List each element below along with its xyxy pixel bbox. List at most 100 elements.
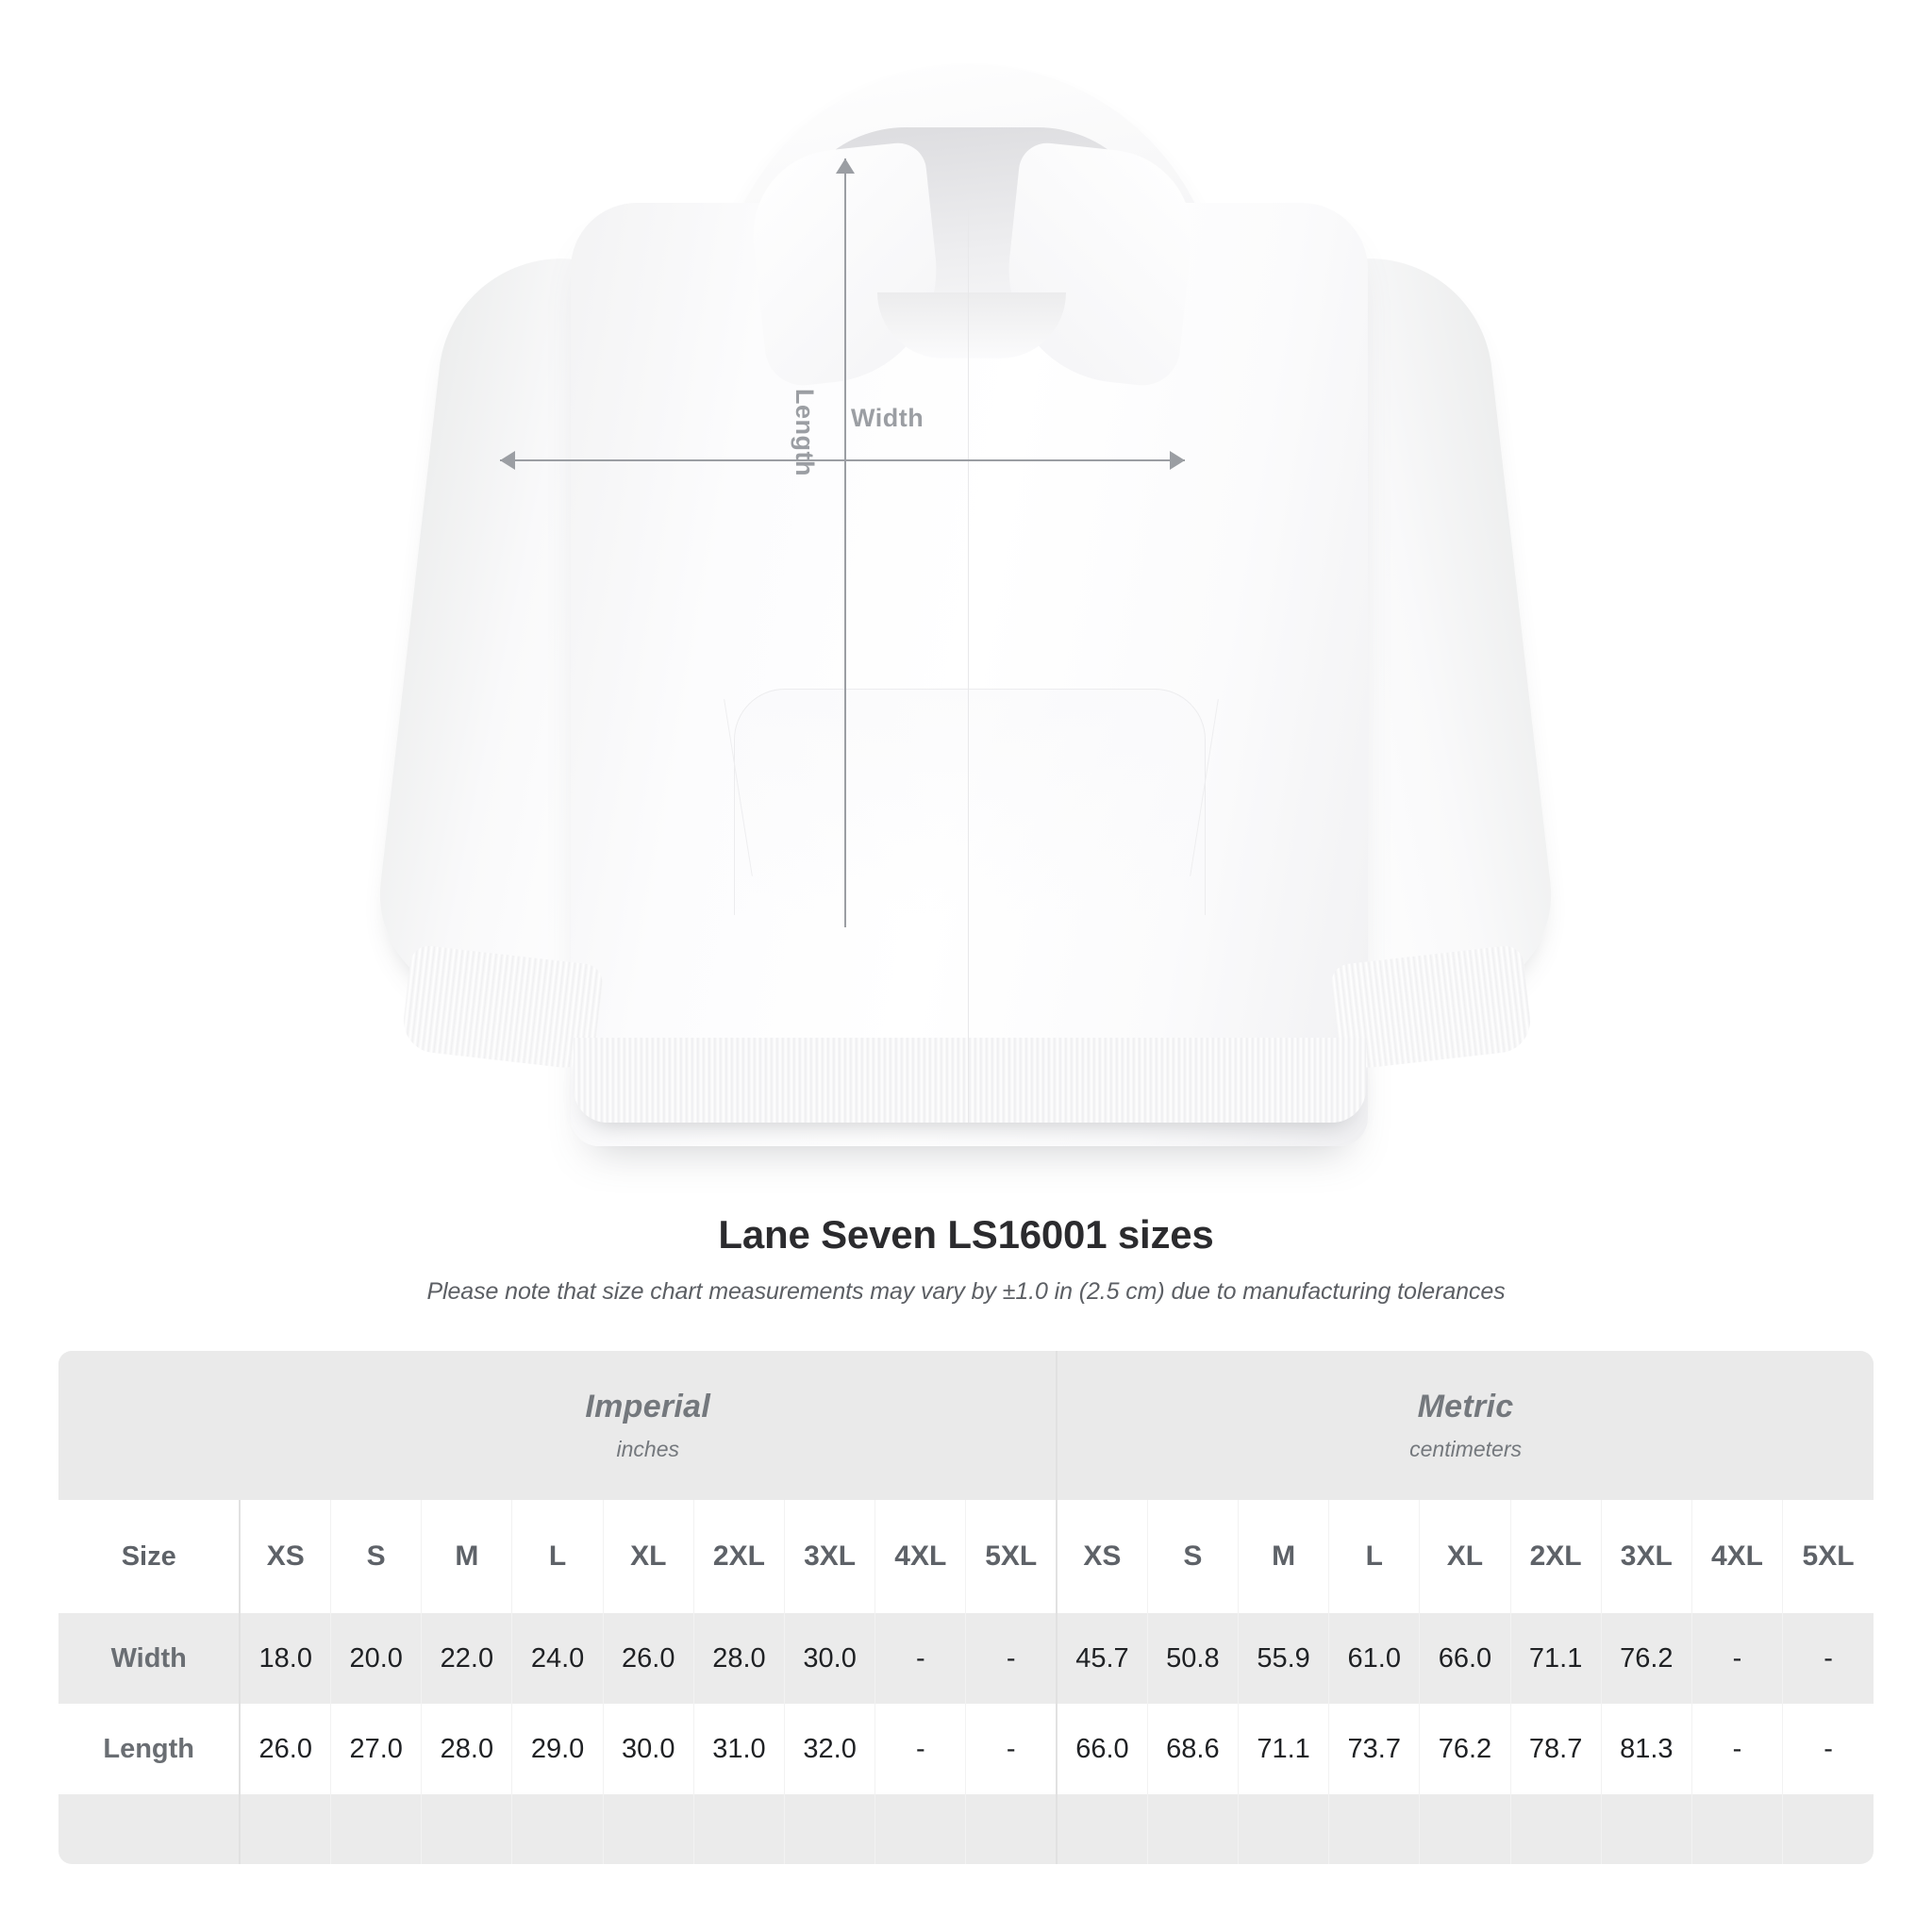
tolerance-note: Please note that size chart measurements… [426,1278,1506,1305]
cell-width-metric-3xl: 76.2 [1600,1613,1692,1704]
size-header-metric-l: L [1328,1500,1420,1613]
table-footer-cell [1146,1794,1239,1864]
length-measurement-label: Length [791,389,819,476]
unit-subtitle: centimeters [1409,1437,1522,1461]
cell-width-imperial-xl: 26.0 [602,1613,694,1704]
table-footer-row [58,1794,1874,1864]
hoodie-center-seam [968,203,969,1123]
size-header-imperial-l: L [511,1500,604,1613]
cell-length-metric-xl: 76.2 [1419,1704,1511,1794]
unit-header-imperial: Imperial inches [240,1351,1058,1500]
cell-width-metric-xs: 45.7 [1056,1613,1148,1704]
size-header-metric-m: M [1237,1500,1329,1613]
table-footer-cell [421,1794,512,1864]
table-footer-cell [602,1794,694,1864]
length-measurement-arrow [836,158,855,927]
table-footer-cell [511,1794,604,1864]
cell-width-metric-l: 61.0 [1328,1613,1420,1704]
cell-width-imperial-3xl: 30.0 [784,1613,875,1704]
cell-length-imperial-m: 28.0 [421,1704,512,1794]
garment-illustration: Length Width [369,38,1562,1160]
cell-length-metric-m: 71.1 [1237,1704,1329,1794]
size-table: Imperial inches Metric centimeters Size XS S M L… [58,1351,1874,1864]
size-header-imperial-5xl: 5XL [965,1500,1058,1613]
table-footer-cell [874,1794,966,1864]
hoodie-body [571,203,1368,1146]
width-measurement-label: Width [851,404,924,432]
table-footer-cell [692,1794,785,1864]
cell-length-imperial-xl: 30.0 [602,1704,694,1794]
size-header-metric-4xl: 4XL [1690,1500,1783,1613]
table-footer-cell [1328,1794,1420,1864]
size-header-metric-xs: XS [1056,1500,1148,1613]
row-label-width: Width [58,1613,241,1704]
cell-length-imperial-2xl: 31.0 [692,1704,785,1794]
unit-header-metric: Metric centimeters [1056,1351,1874,1500]
size-header-row: Size XS S M L XL 2XL 3XL 4XL 5XL XS S M L XL 2XL 3XL 4XL 5… [58,1500,1874,1613]
cell-length-metric-l: 73.7 [1328,1704,1420,1794]
table-footer-cell [1056,1794,1148,1864]
size-table-container: Imperial inches Metric centimeters Size XS S M L… [58,1351,1874,1864]
hoodie-neckline [877,292,1066,358]
size-header-metric-3xl: 3XL [1600,1500,1692,1613]
table-row: Length 26.0 27.0 28.0 29.0 30.0 31.0 32.0- -66.0… [58,1704,1874,1794]
cell-length-metric-xs: 66.0 [1056,1704,1148,1794]
unit-subtitle: inches [616,1437,679,1461]
row-label-length: Length [58,1704,241,1794]
cell-width-metric-4xl: - [1690,1613,1783,1704]
page-title: Lane Seven LS16001 sizes [718,1212,1214,1257]
unit-name: Metric [1417,1389,1514,1424]
cell-length-metric-3xl: 81.3 [1600,1704,1692,1794]
table-footer-cell [965,1794,1058,1864]
chart-heading-block: Lane Seven LS16001 sizes Please note tha… [0,1212,1932,1306]
cell-width-imperial-s: 20.0 [330,1613,422,1704]
unit-name: Imperial [585,1389,711,1424]
size-header-metric-2xl: 2XL [1509,1500,1602,1613]
cell-length-imperial-3xl: 32.0 [784,1704,875,1794]
size-header-imperial-m: M [421,1500,512,1613]
hoodie-waistband [574,1038,1366,1123]
cell-length-imperial-5xl: - [965,1704,1058,1794]
size-header-imperial-2xl: 2XL [692,1500,785,1613]
size-header-imperial-xs: XS [239,1500,331,1613]
table-footer-cell [784,1794,875,1864]
size-header-imperial-xl: XL [602,1500,694,1613]
cell-width-imperial-xs: 18.0 [239,1613,331,1704]
hoodie-graphic: Length Width [369,38,1562,1160]
cell-length-metric-4xl: - [1690,1704,1783,1794]
cell-width-imperial-2xl: 28.0 [692,1613,785,1704]
cell-length-imperial-xs: 26.0 [239,1704,331,1794]
table-footer-cell [1509,1794,1602,1864]
size-header-metric-xl: XL [1419,1500,1511,1613]
cell-length-imperial-s: 27.0 [330,1704,422,1794]
table-footer-cell [1690,1794,1783,1864]
hoodie-kangaroo-pocket [734,689,1206,915]
cell-width-imperial-5xl: - [965,1613,1058,1704]
size-header-imperial-4xl: 4XL [874,1500,966,1613]
cell-width-metric-2xl: 71.1 [1509,1613,1602,1704]
cell-length-metric-2xl: 78.7 [1509,1704,1602,1794]
width-measurement-arrow [500,451,1185,470]
cell-width-metric-5xl: - [1782,1613,1874,1704]
table-footer-cell [1600,1794,1692,1864]
table-footer-cell [1419,1794,1511,1864]
table-footer-cell [1237,1794,1329,1864]
table-footer-cell [58,1794,241,1864]
cell-length-metric-s: 68.6 [1146,1704,1239,1794]
cell-width-imperial-l: 24.0 [511,1613,604,1704]
table-row: Width 18.0 20.0 22.0 24.0 26.0 28.0 30.0- -45.7 5… [58,1613,1874,1704]
size-header-metric-s: S [1146,1500,1239,1613]
size-header-metric-5xl: 5XL [1782,1500,1874,1613]
cell-length-imperial-l: 29.0 [511,1704,604,1794]
unit-header-row: Imperial inches Metric centimeters [58,1351,1874,1500]
cell-width-metric-m: 55.9 [1237,1613,1329,1704]
cell-width-metric-xl: 66.0 [1419,1613,1511,1704]
size-header-imperial-s: S [330,1500,422,1613]
table-footer-cell [330,1794,422,1864]
cell-width-imperial-m: 22.0 [421,1613,512,1704]
unit-header-spacer [58,1351,241,1500]
table-footer-cell [239,1794,331,1864]
size-row-label: Size [58,1500,241,1613]
cell-width-metric-s: 50.8 [1146,1613,1239,1704]
